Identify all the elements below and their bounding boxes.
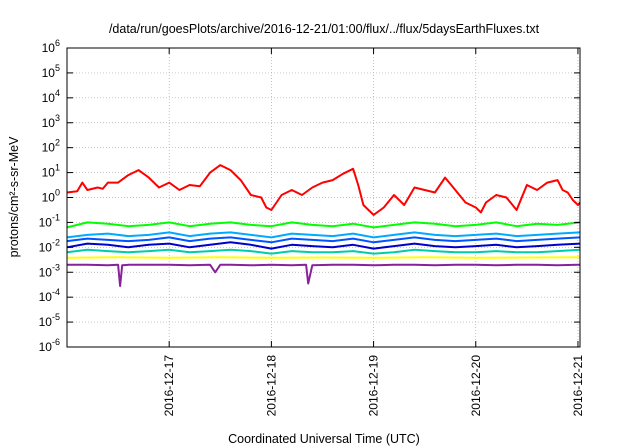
y-tick-base: 10	[42, 141, 56, 155]
y-axis-label: protons/cm²-s-sr-MeV	[7, 136, 21, 258]
series-line-6	[66, 256, 581, 259]
y-tick-base: 10	[42, 191, 56, 205]
x-axis-label: Coordinated Universal Time (UTC)	[228, 432, 420, 446]
y-tick-base: 10	[42, 166, 56, 180]
y-tick-label: 106	[42, 38, 60, 55]
chart-title: /data/run/goesPlots/archive/2016-12-21/0…	[109, 22, 540, 36]
series-line-4	[66, 241, 581, 250]
y-tick-label: 101	[42, 163, 60, 180]
y-tick-base: 10	[39, 265, 53, 279]
y-tick-base: 10	[39, 340, 53, 354]
y-tick-exponent: -2	[52, 237, 60, 247]
series-line-2	[66, 231, 581, 239]
y-tick-label: 10-6	[39, 337, 60, 354]
y-axis-ticks: 10-610-510-410-310-210-11001011021031041…	[39, 38, 580, 354]
y-tick-exponent: 5	[55, 63, 60, 73]
x-tick-label: 2016-12-21	[571, 355, 585, 417]
y-tick-label: 103	[42, 113, 60, 130]
y-tick-base: 10	[39, 215, 53, 229]
y-tick-exponent: 0	[55, 188, 60, 198]
x-tick-label: 2016-12-17	[162, 355, 176, 417]
series-line-1	[66, 221, 581, 229]
y-tick-base: 10	[42, 91, 56, 105]
y-tick-base: 10	[42, 116, 56, 130]
y-tick-label: 10-3	[39, 262, 60, 279]
series-line-3	[66, 236, 581, 244]
y-tick-base: 10	[39, 315, 53, 329]
y-tick-label: 104	[42, 88, 60, 105]
y-axis-label-text: protons/cm²-s-sr-MeV	[7, 136, 21, 258]
y-tick-exponent: 6	[55, 38, 60, 48]
series-line-5	[66, 248, 581, 255]
y-tick-label: 10-4	[39, 287, 60, 304]
y-tick-exponent: -5	[52, 312, 60, 322]
y-tick-label: 102	[42, 138, 60, 155]
y-tick-exponent: -3	[52, 262, 60, 272]
y-tick-exponent: 4	[55, 88, 60, 98]
y-tick-base: 10	[39, 290, 53, 304]
series-line-0	[66, 164, 581, 216]
series-lines	[66, 164, 581, 287]
x-tick-label: 2016-12-18	[264, 355, 278, 417]
x-tick-label: 2016-12-19	[367, 355, 381, 417]
y-tick-exponent: 2	[55, 138, 60, 148]
y-tick-base: 10	[39, 240, 53, 254]
y-tick-base: 10	[42, 66, 56, 80]
y-tick-label: 105	[42, 63, 60, 80]
y-tick-exponent: -6	[52, 337, 60, 347]
y-tick-label: 100	[42, 188, 60, 205]
y-tick-base: 10	[42, 41, 56, 55]
y-tick-exponent: 3	[55, 113, 60, 123]
series-line-7	[67, 263, 580, 287]
y-tick-exponent: 1	[55, 163, 60, 173]
x-axis-ticks: 2016-12-17 2016-12-18 2016-12-19 2016-12-20…	[162, 48, 585, 416]
y-tick-label: 10-5	[39, 312, 60, 329]
y-tick-label: 10-1	[39, 212, 60, 229]
y-tick-exponent: -1	[52, 212, 60, 222]
y-tick-exponent: -4	[52, 287, 60, 297]
y-tick-label: 10-2	[39, 237, 60, 254]
x-tick-label: 2016-12-20	[469, 355, 483, 417]
